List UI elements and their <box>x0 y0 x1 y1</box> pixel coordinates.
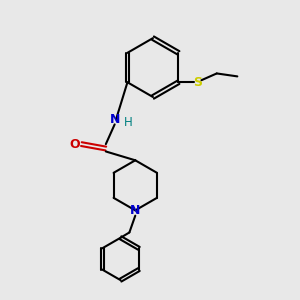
Text: N: N <box>110 112 120 126</box>
Text: S: S <box>193 76 202 89</box>
Text: N: N <box>130 204 140 217</box>
Text: O: O <box>70 138 80 151</box>
Text: H: H <box>124 116 133 128</box>
